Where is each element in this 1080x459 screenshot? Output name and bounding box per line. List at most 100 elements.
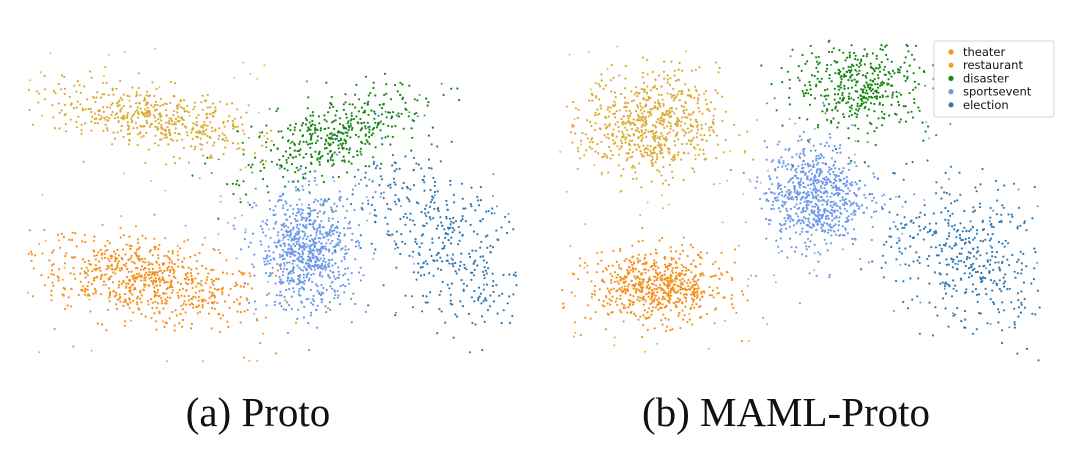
- point-theater: [108, 300, 111, 303]
- point-sportsevent: [317, 264, 320, 267]
- point-restaurant: [63, 87, 67, 90]
- point-theater: [115, 294, 118, 297]
- point-disaster: [364, 127, 367, 130]
- point-theater: [635, 287, 638, 291]
- point-disaster: [880, 61, 883, 64]
- point-sportsevent: [357, 271, 361, 274]
- point-election: [359, 246, 362, 250]
- point-disaster: [326, 152, 330, 155]
- point-sportsevent: [298, 223, 301, 226]
- point-theater: [176, 254, 179, 257]
- point-theater: [669, 275, 672, 278]
- point-theater: [619, 249, 622, 252]
- point-theater: [161, 262, 164, 265]
- point-disaster: [803, 84, 807, 87]
- point-disaster: [297, 169, 300, 172]
- point-disaster: [851, 73, 854, 76]
- point-theater: [88, 294, 91, 297]
- point-theater: [643, 309, 647, 312]
- point-restaurant: [53, 127, 57, 130]
- point-restaurant: [168, 128, 171, 131]
- point-disaster: [910, 110, 913, 113]
- point-disaster: [390, 98, 393, 101]
- point-theater: [155, 306, 158, 309]
- point-theater: [170, 283, 173, 286]
- point-disaster: [848, 106, 852, 109]
- point-restaurant: [205, 128, 208, 131]
- series-theater: [561, 207, 802, 353]
- point-restaurant: [173, 123, 176, 126]
- point-sportsevent: [327, 265, 330, 268]
- point-disaster: [845, 102, 848, 105]
- point-restaurant: [103, 93, 106, 96]
- point-restaurant: [657, 102, 660, 105]
- point-sportsevent: [302, 276, 305, 279]
- point-disaster: [329, 143, 332, 146]
- point-disaster: [893, 72, 896, 75]
- point-restaurant: [641, 137, 644, 140]
- scatter-panel-proto: [27, 47, 518, 363]
- point-election: [395, 203, 398, 206]
- point-restaurant: [160, 126, 163, 129]
- point-sportsevent: [268, 249, 271, 252]
- point-theater: [637, 270, 641, 273]
- point-theater: [687, 288, 691, 291]
- point-sportsevent: [301, 216, 304, 219]
- point-theater: [264, 316, 267, 319]
- point-theater: [731, 278, 734, 281]
- point-disaster: [302, 140, 305, 143]
- point-disaster: [871, 88, 874, 91]
- point-restaurant: [662, 104, 665, 107]
- point-sportsevent: [333, 180, 336, 183]
- point-theater: [221, 314, 224, 317]
- point-election: [441, 280, 444, 284]
- point-restaurant: [635, 177, 638, 180]
- point-restaurant: [82, 160, 85, 163]
- point-sportsevent: [303, 279, 307, 282]
- point-restaurant: [569, 131, 573, 134]
- point-restaurant: [183, 107, 186, 110]
- point-disaster: [832, 47, 835, 50]
- point-sportsevent: [290, 239, 293, 242]
- point-restaurant: [696, 125, 699, 128]
- point-restaurant: [234, 125, 237, 128]
- point-disaster: [848, 56, 851, 59]
- point-theater: [685, 293, 688, 296]
- point-sportsevent: [320, 220, 323, 223]
- point-theater: [637, 283, 641, 286]
- point-sportsevent: [765, 102, 769, 105]
- point-theater: [161, 271, 164, 275]
- point-theater: [226, 320, 229, 323]
- point-disaster: [339, 142, 342, 145]
- point-disaster: [418, 93, 421, 96]
- point-restaurant: [130, 117, 133, 120]
- point-disaster: [816, 70, 820, 73]
- point-restaurant: [681, 92, 684, 95]
- point-theater: [142, 288, 145, 291]
- point-theater: [709, 275, 712, 278]
- point-disaster: [900, 93, 903, 96]
- point-theater: [711, 289, 715, 292]
- point-theater: [163, 325, 166, 329]
- point-sportsevent: [318, 240, 321, 243]
- point-disaster: [875, 57, 878, 60]
- point-theater: [668, 280, 671, 283]
- point-disaster: [316, 139, 319, 142]
- point-election: [379, 167, 382, 170]
- point-sportsevent: [379, 195, 382, 198]
- point-theater: [239, 285, 242, 288]
- point-election: [500, 226, 503, 229]
- point-disaster: [319, 129, 322, 132]
- point-theater: [755, 275, 758, 278]
- point-sportsevent: [317, 226, 321, 229]
- point-restaurant: [148, 113, 151, 116]
- point-restaurant: [607, 106, 610, 109]
- point-restaurant: [712, 131, 716, 134]
- point-sportsevent: [263, 263, 266, 266]
- point-sportsevent: [290, 307, 293, 310]
- point-restaurant: [651, 158, 654, 161]
- point-theater: [134, 287, 137, 291]
- point-theater: [696, 284, 699, 287]
- point-disaster: [841, 91, 844, 95]
- point-sportsevent: [288, 215, 291, 218]
